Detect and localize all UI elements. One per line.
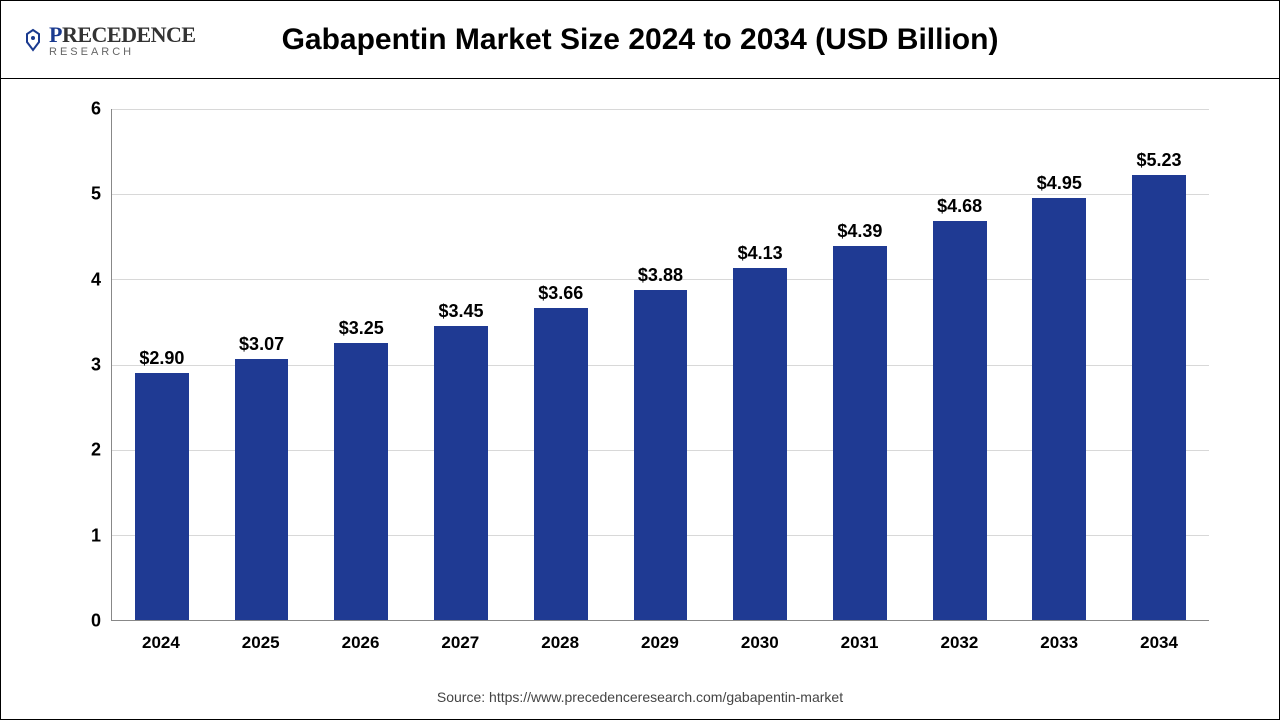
bar-value-label: $4.39: [837, 221, 882, 242]
bar-value-label: $4.95: [1037, 173, 1082, 194]
bar-group: $3.07: [212, 109, 312, 620]
logo-rest: RECEDENCE: [62, 22, 196, 47]
x-axis-labels: 2024 2025 2026 2027 2028 2029 2030 2031 …: [111, 633, 1209, 653]
x-label: 2026: [311, 633, 411, 653]
x-label: 2025: [211, 633, 311, 653]
bar-value-label: $3.88: [638, 265, 683, 286]
bar-value-label: $3.45: [438, 301, 483, 322]
bar-group: $3.88: [611, 109, 711, 620]
x-label: 2033: [1009, 633, 1109, 653]
bar-group: $4.39: [810, 109, 910, 620]
bar: [334, 343, 388, 620]
logo-p: P: [49, 22, 62, 47]
bar: [235, 359, 289, 620]
y-axis: 6 5 4 3 2 1 0: [61, 109, 101, 621]
x-label: 2032: [910, 633, 1010, 653]
logo-icon: [21, 28, 45, 52]
bar-value-label: $3.07: [239, 334, 284, 355]
y-tick: 3: [61, 355, 101, 376]
bar: [434, 326, 488, 620]
bar: [933, 221, 987, 620]
x-label: 2029: [610, 633, 710, 653]
bar-value-label: $4.13: [738, 243, 783, 264]
bar-group: $4.13: [710, 109, 810, 620]
bar-group: $2.90: [112, 109, 212, 620]
y-tick: 1: [61, 525, 101, 546]
logo: PRECEDENCE RESEARCH: [21, 22, 196, 58]
bar-value-label: $5.23: [1137, 150, 1182, 171]
footer-source: Source: https://www.precedenceresearch.c…: [1, 681, 1279, 719]
chart-inner: 6 5 4 3 2 1 0 $2.90 $3.07: [61, 109, 1219, 671]
bar: [833, 246, 887, 620]
x-label: 2027: [410, 633, 510, 653]
bar-group: $3.66: [511, 109, 611, 620]
bar-value-label: $2.90: [139, 348, 184, 369]
bar: [534, 308, 588, 620]
bar: [1132, 175, 1186, 620]
x-label: 2030: [710, 633, 810, 653]
chart-title: Gabapentin Market Size 2024 to 2034 (USD…: [282, 23, 999, 57]
bar-group: $5.23: [1109, 109, 1209, 620]
bar-group: $4.68: [910, 109, 1010, 620]
bar-value-label: $4.68: [937, 196, 982, 217]
y-tick: 0: [61, 611, 101, 632]
logo-text-block: PRECEDENCE RESEARCH: [49, 22, 196, 58]
logo-brand: PRECEDENCE: [49, 22, 196, 48]
x-label: 2031: [810, 633, 910, 653]
bar: [1032, 198, 1086, 620]
y-tick: 5: [61, 184, 101, 205]
bar-value-label: $3.25: [339, 318, 384, 339]
plot-area: $2.90 $3.07 $3.25 $3.45 $3.66: [111, 109, 1209, 621]
header: PRECEDENCE RESEARCH Gabapentin Market Si…: [1, 1, 1279, 79]
x-label: 2024: [111, 633, 211, 653]
y-tick: 6: [61, 99, 101, 120]
bar: [733, 268, 787, 620]
y-tick: 4: [61, 269, 101, 290]
bar-value-label: $3.66: [538, 283, 583, 304]
bar-group: $3.25: [311, 109, 411, 620]
bar-group: $3.45: [411, 109, 511, 620]
chart-area: 6 5 4 3 2 1 0 $2.90 $3.07: [1, 79, 1279, 681]
y-tick: 2: [61, 440, 101, 461]
bar: [135, 373, 189, 620]
bar: [634, 290, 688, 620]
x-label: 2034: [1109, 633, 1209, 653]
x-label: 2028: [510, 633, 610, 653]
bar-group: $4.95: [1009, 109, 1109, 620]
bars-container: $2.90 $3.07 $3.25 $3.45 $3.66: [112, 109, 1209, 620]
